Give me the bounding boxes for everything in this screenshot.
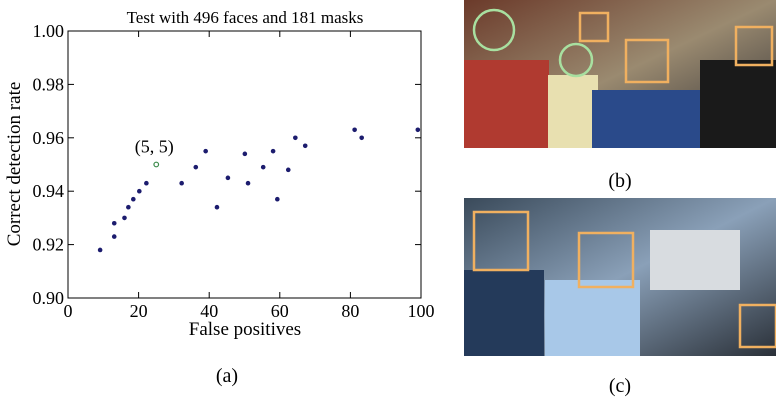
caption: (a) — [216, 365, 238, 387]
y-tick-label: 0.92 — [33, 235, 65, 255]
photo-b — [464, 0, 776, 148]
point — [215, 205, 220, 210]
point — [98, 248, 103, 253]
photo-c — [464, 198, 776, 356]
point — [122, 216, 127, 221]
point — [293, 136, 298, 141]
y-tick-label: 0.96 — [33, 128, 65, 148]
point — [126, 205, 131, 210]
x-tick-label: 40 — [200, 301, 218, 321]
point — [359, 136, 364, 141]
caption: (b) — [608, 170, 631, 192]
point — [243, 152, 248, 157]
point — [193, 165, 198, 170]
x-tick-label: 20 — [130, 301, 148, 321]
page: (a) (b) (c) Test with 496 faces and 181 … — [0, 0, 776, 401]
y-axis-label: Correct detection rate — [4, 82, 25, 247]
point — [179, 181, 184, 186]
annotation: (5, 5) — [135, 137, 174, 158]
point — [246, 181, 251, 186]
point — [416, 127, 421, 132]
plot-frame — [68, 31, 421, 298]
x-axis-label: False positives — [189, 319, 301, 340]
point — [112, 221, 117, 226]
point — [131, 197, 136, 202]
figure: (a) (b) (c) Test with 496 faces and 181 … — [0, 0, 776, 401]
y-tick-label: 1.00 — [33, 21, 65, 41]
point — [271, 149, 276, 154]
point — [203, 149, 208, 154]
point — [144, 181, 149, 186]
point — [352, 127, 357, 132]
y-tick-label: 0.94 — [33, 181, 65, 201]
point — [226, 176, 231, 181]
y-tick-label: 0.98 — [33, 74, 65, 94]
point — [112, 234, 117, 239]
point — [303, 144, 308, 149]
y-tick-label: 0.90 — [33, 288, 65, 308]
x-tick-label: 80 — [341, 301, 359, 321]
chart-title: Test with 496 faces and 181 masks — [127, 8, 364, 27]
point — [275, 197, 280, 202]
caption: (c) — [609, 375, 631, 397]
highlight-point — [154, 162, 159, 167]
point — [286, 168, 291, 173]
point — [261, 165, 266, 170]
x-tick-label: 0 — [64, 301, 73, 321]
x-tick-label: 60 — [271, 301, 289, 321]
x-tick-label: 100 — [408, 301, 435, 321]
point — [137, 189, 142, 194]
